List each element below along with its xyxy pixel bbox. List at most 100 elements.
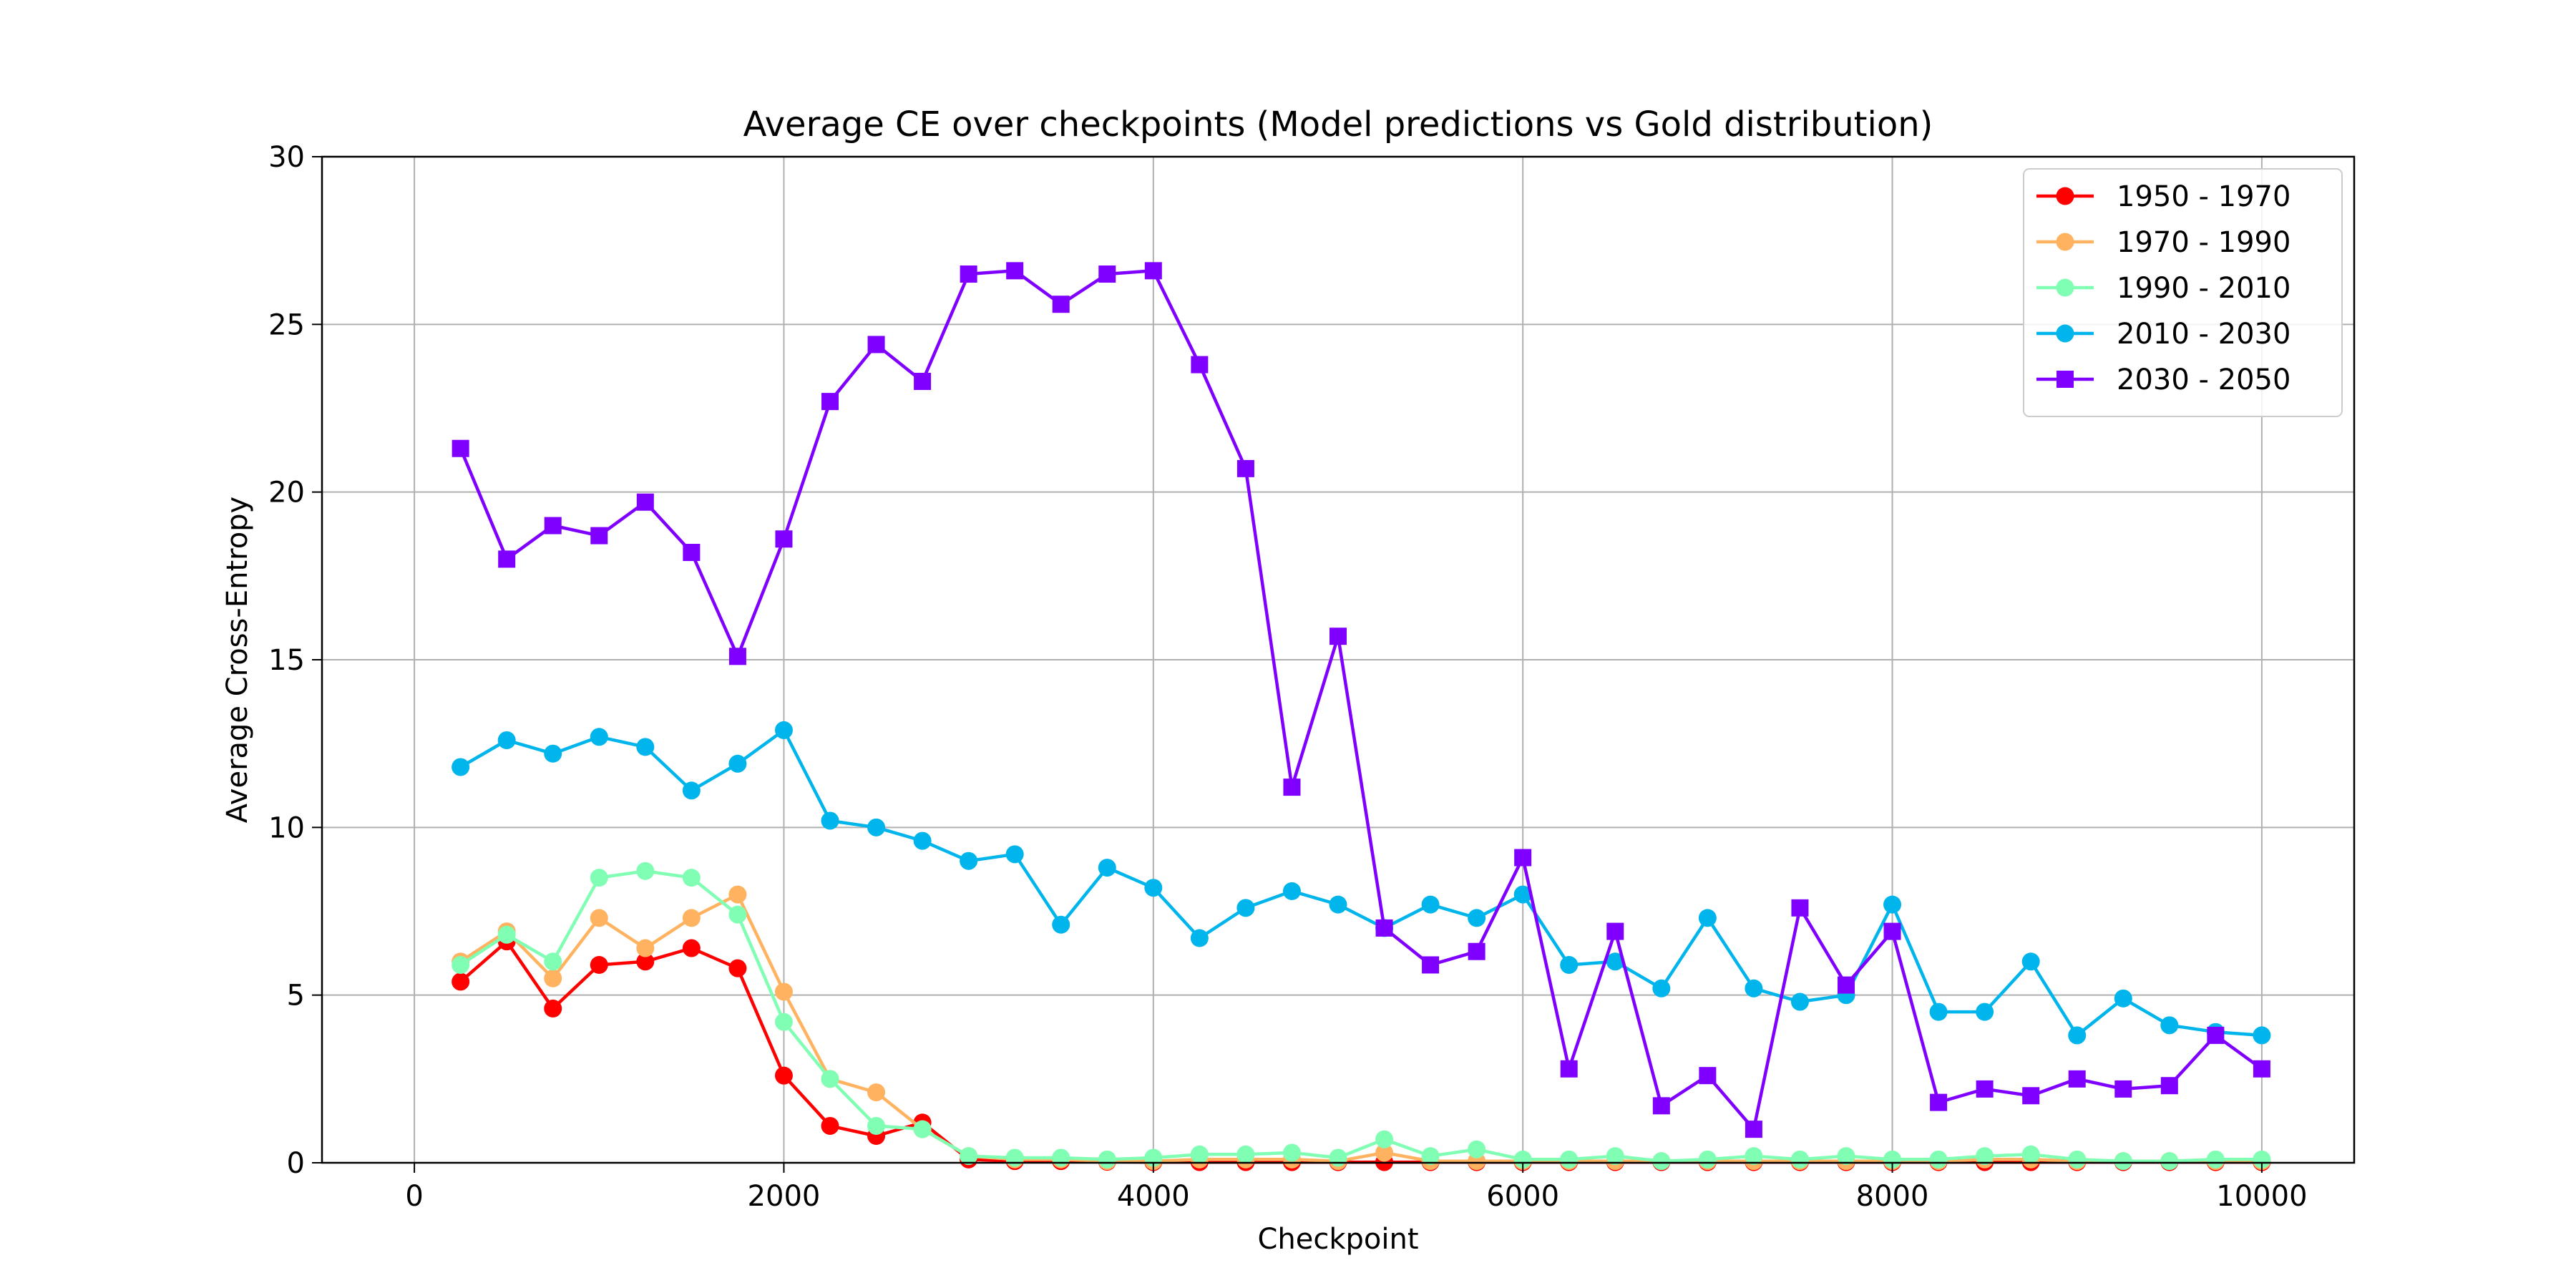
data-point — [1652, 979, 1671, 997]
data-point — [774, 1013, 793, 1031]
data-point — [728, 648, 746, 665]
y-tick-label: 0 — [287, 1147, 305, 1180]
data-point — [636, 493, 654, 511]
data-point — [960, 1147, 978, 1166]
data-point — [821, 1070, 839, 1088]
data-point — [1560, 1060, 1578, 1078]
data-point — [2253, 1060, 2270, 1078]
data-point — [1236, 459, 1254, 477]
data-point — [2206, 1150, 2225, 1169]
x-axis: 0 2000 4000 6000 8000 10000 — [405, 1163, 2308, 1213]
data-point — [2068, 1026, 2087, 1045]
series-line — [459, 269, 2263, 1131]
data-point — [774, 721, 793, 739]
data-point — [636, 862, 655, 880]
legend-item: 1970 - 1990 — [2036, 226, 2290, 259]
data-point — [2021, 1145, 2040, 1163]
series-layer — [452, 262, 2271, 1171]
data-point — [867, 1083, 886, 1102]
data-point — [913, 831, 932, 850]
data-point — [1375, 1143, 1394, 1162]
data-point — [682, 909, 701, 927]
data-point — [1283, 779, 1301, 796]
data-point — [1190, 1145, 1209, 1163]
data-point — [2114, 989, 2132, 1008]
data-point — [1514, 849, 1532, 867]
data-point — [1052, 296, 1070, 313]
data-point — [1652, 1097, 1670, 1115]
data-point — [1375, 1130, 1394, 1148]
data-point — [544, 744, 562, 763]
data-point — [1838, 976, 1855, 994]
data-point — [2160, 1152, 2179, 1171]
data-point — [1606, 1147, 1624, 1166]
legend-label: 1950 - 1970 — [2117, 180, 2290, 213]
data-point — [728, 959, 747, 977]
legend-item: 1950 - 1970 — [2036, 180, 2290, 213]
data-point — [1699, 1067, 1717, 1085]
data-point — [1006, 262, 1024, 280]
data-point — [590, 527, 608, 545]
data-point — [1421, 1147, 1440, 1166]
data-point — [452, 955, 470, 974]
series-1990-2010 — [452, 862, 2271, 1171]
data-point — [544, 517, 562, 535]
data-point — [498, 550, 516, 568]
data-point — [774, 982, 793, 1001]
data-point — [1652, 1152, 1671, 1171]
legend-item: 2010 - 2030 — [2036, 318, 2290, 351]
legend-marker — [2056, 233, 2074, 251]
data-point — [2068, 1150, 2087, 1169]
data-point — [913, 1120, 932, 1138]
data-point — [728, 754, 747, 773]
data-point — [960, 265, 977, 283]
series-line — [459, 892, 2262, 1163]
data-point — [1236, 1145, 1255, 1163]
data-point — [960, 852, 978, 870]
data-point — [821, 393, 839, 411]
y-tick-label: 15 — [268, 644, 305, 677]
data-point — [2253, 1026, 2271, 1045]
data-point — [1282, 882, 1301, 900]
legend-item: 2030 - 2050 — [2036, 364, 2290, 396]
series-2010-2030 — [452, 721, 2271, 1045]
data-point — [1098, 265, 1116, 283]
data-point — [636, 939, 655, 957]
data-point — [2160, 1077, 2178, 1095]
legend-marker — [2056, 278, 2074, 297]
data-point — [636, 738, 655, 756]
data-point — [2114, 1152, 2132, 1171]
legend-label: 2030 - 2050 — [2117, 364, 2290, 396]
data-point — [1052, 915, 1070, 934]
legend-label: 1990 - 2010 — [2117, 272, 2290, 305]
data-point — [1976, 1002, 1994, 1021]
data-point — [1330, 628, 1347, 645]
x-axis-label: Checkpoint — [1257, 1223, 1418, 1256]
data-point — [452, 439, 469, 457]
y-tick-label: 30 — [268, 141, 305, 174]
legend-marker — [2056, 324, 2074, 343]
y-tick-label: 25 — [268, 308, 305, 341]
y-axis: 0 5 10 15 20 25 30 — [268, 141, 322, 1180]
data-point — [1837, 1147, 1855, 1166]
series-2030-2050 — [452, 262, 2270, 1138]
data-point — [1190, 929, 1209, 947]
series-line — [459, 728, 2263, 1038]
data-point — [1745, 1147, 1763, 1166]
data-point — [774, 1066, 793, 1085]
x-tick-label: 6000 — [1486, 1180, 1559, 1213]
data-point — [1929, 1150, 1948, 1169]
data-point — [2253, 1150, 2271, 1169]
data-point — [1745, 979, 1763, 997]
data-point — [1468, 942, 1485, 960]
y-tick-label: 5 — [287, 980, 305, 1013]
data-point — [1375, 919, 1393, 937]
data-point — [544, 969, 562, 987]
data-point — [1052, 1148, 1070, 1167]
data-point — [1790, 1150, 1809, 1169]
data-point — [497, 925, 516, 944]
data-point — [1144, 262, 1162, 280]
data-point — [1236, 899, 1255, 917]
data-point — [1791, 899, 1809, 917]
data-point — [1560, 1150, 1579, 1169]
